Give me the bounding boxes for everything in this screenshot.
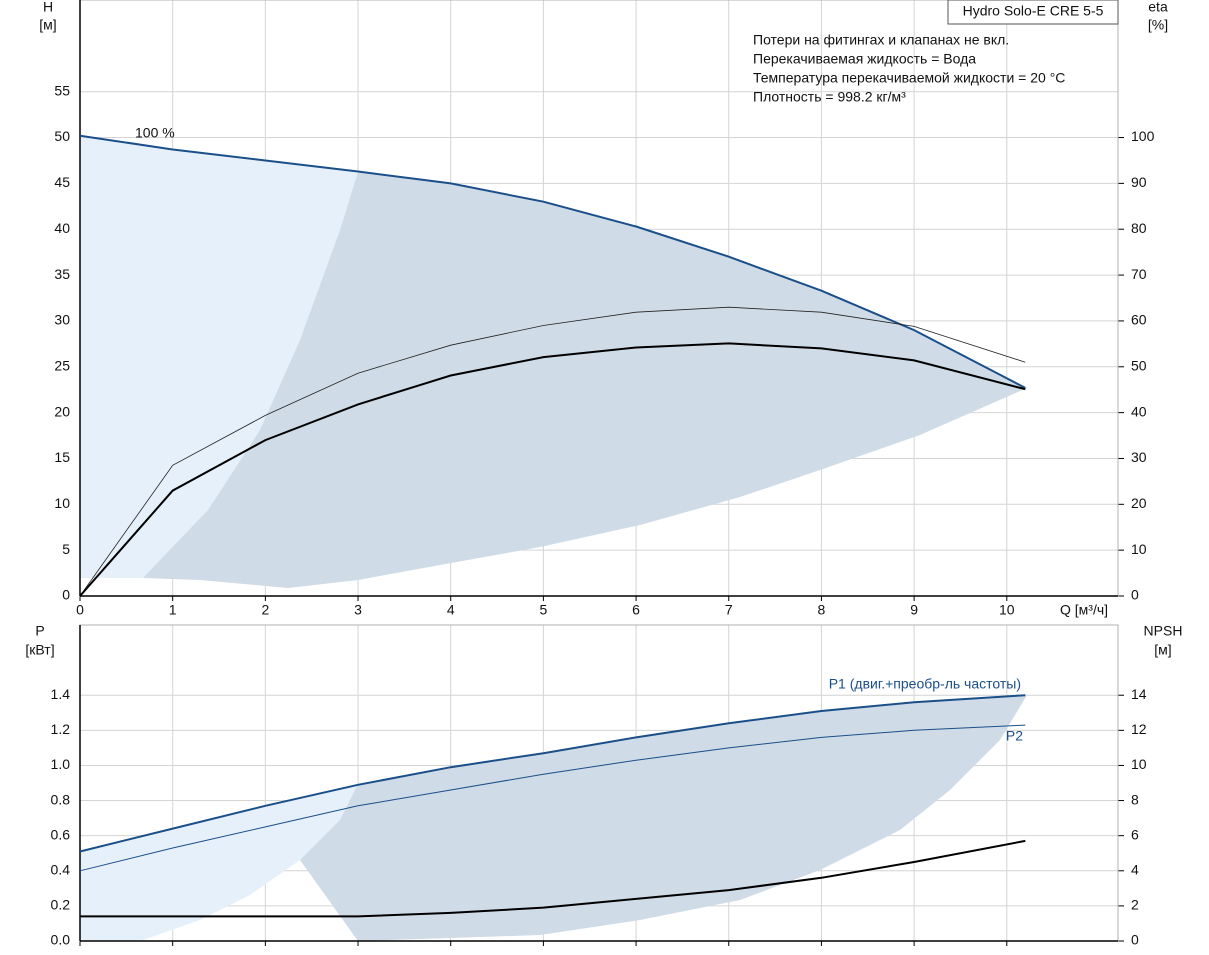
- y-tick-label: 25: [54, 357, 70, 373]
- y2-tick-label: 70: [1131, 266, 1147, 282]
- note: Температура перекачиваемой жидкости = 20…: [753, 70, 1065, 86]
- x-tick-label: 6: [632, 602, 640, 618]
- y-axis-label: P: [35, 623, 44, 639]
- y-axis-unit: [м]: [39, 17, 56, 33]
- y-tick-label: 0.6: [51, 826, 71, 842]
- x-tick-label: 3: [354, 602, 362, 618]
- x-tick-label: 4: [447, 602, 455, 618]
- y-tick-label: 1.2: [51, 721, 71, 737]
- y-tick-label: 1.4: [51, 686, 71, 702]
- y-tick-label: 35: [54, 266, 70, 282]
- x-tick-label: 9: [910, 602, 918, 618]
- range-dark-bottom: [300, 695, 1027, 941]
- y2-axis-label: eta: [1148, 0, 1168, 15]
- y2-tick-label: 0: [1131, 932, 1139, 948]
- series-line: [79, 306, 1026, 597]
- series-label: P2: [1006, 728, 1023, 744]
- y-tick-label: 1.0: [51, 756, 71, 772]
- y2-tick-label: 20: [1131, 495, 1147, 511]
- y2-tick-label: 40: [1131, 403, 1147, 419]
- y2-tick-label: 50: [1131, 357, 1147, 373]
- y2-tick-label: 30: [1131, 449, 1147, 465]
- y-axis-unit: [кВт]: [25, 642, 54, 658]
- x-tick-label: 0: [76, 602, 84, 618]
- y2-tick-label: 100: [1131, 128, 1155, 144]
- y2-tick-label: 10: [1131, 756, 1147, 772]
- x-tick-label: 1: [169, 602, 177, 618]
- series-line: [79, 134, 1026, 389]
- y-tick-label: 40: [54, 220, 70, 236]
- y-tick-label: 10: [54, 495, 70, 511]
- y-tick-label: 55: [54, 82, 70, 98]
- range-light-top: [80, 135, 358, 578]
- note: Перекачиваемая жидкость = Вода: [753, 51, 976, 67]
- y2-tick-label: 90: [1131, 174, 1147, 190]
- range-light-bottom: [80, 784, 358, 941]
- x-axis-label: Q [м³/ч]: [1060, 602, 1108, 618]
- y2-tick-label: 60: [1131, 312, 1147, 328]
- y2-tick-label: 4: [1131, 861, 1139, 877]
- title-box: [947, 0, 1119, 25]
- x-tick-label: 10: [999, 602, 1015, 618]
- x-tick-label: 8: [818, 602, 826, 618]
- chart-title: Hydro Solo-E CRE 5-5: [963, 3, 1104, 19]
- y-axis-label: H: [43, 0, 53, 15]
- y2-tick-label: 2: [1131, 897, 1139, 913]
- annotation: 100 %: [135, 125, 175, 141]
- x-tick-label: 5: [539, 602, 547, 618]
- y-tick-label: 20: [54, 403, 70, 419]
- series-line: [79, 724, 1026, 872]
- series-line: [80, 839, 1026, 918]
- series-label: P1 (двиг.+преобр-ль частоты): [829, 676, 1021, 692]
- y-tick-label: 5: [62, 541, 70, 557]
- y2-tick-label: 0: [1131, 587, 1139, 603]
- y2-tick-label: 14: [1131, 686, 1147, 702]
- y-tick-label: 0: [62, 587, 70, 603]
- range-dark-top: [143, 172, 1027, 588]
- series-line: [79, 694, 1026, 853]
- x-tick-label: 7: [725, 602, 733, 618]
- y2-axis-unit: [м]: [1154, 642, 1171, 658]
- note: Потери на фитингах и клапанах не вкл.: [753, 32, 1009, 48]
- y-tick-label: 15: [54, 449, 70, 465]
- y-tick-label: 0.8: [51, 791, 71, 807]
- y-tick-label: 0.0: [51, 932, 71, 948]
- note: Плотность = 998.2 кг/м³: [753, 89, 906, 105]
- series-line: [79, 342, 1026, 597]
- x-tick-label: 2: [261, 602, 269, 618]
- y2-tick-label: 8: [1131, 791, 1139, 807]
- y-tick-label: 0.4: [51, 861, 71, 877]
- y-tick-label: 45: [54, 174, 70, 190]
- series-lines: [79, 134, 1026, 918]
- y2-axis-unit: [%]: [1148, 17, 1168, 33]
- y2-tick-label: 12: [1131, 721, 1147, 737]
- y-tick-label: 0.2: [51, 897, 71, 913]
- y2-axis-label: NPSH: [1144, 623, 1183, 639]
- y-tick-label: 30: [54, 312, 70, 328]
- y-tick-label: 50: [54, 128, 70, 144]
- y2-tick-label: 10: [1131, 541, 1147, 557]
- y2-tick-label: 80: [1131, 220, 1147, 236]
- y2-tick-label: 6: [1131, 826, 1139, 842]
